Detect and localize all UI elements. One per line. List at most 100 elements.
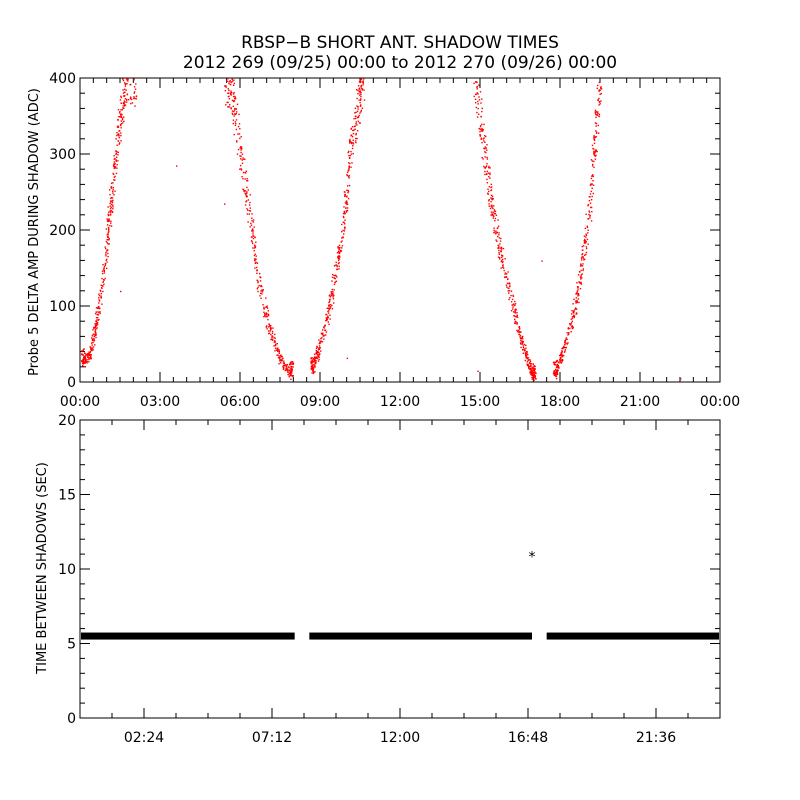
data-point — [348, 154, 350, 157]
data-point — [250, 222, 252, 225]
data-point — [589, 202, 592, 204]
outlier-point — [680, 378, 682, 380]
data-point — [348, 166, 350, 169]
data-point — [534, 375, 536, 377]
data-point — [502, 266, 504, 268]
data-point — [260, 285, 262, 287]
data-point — [356, 130, 359, 132]
data-point — [290, 365, 292, 368]
data-point — [112, 182, 114, 184]
data-point — [120, 102, 122, 104]
data-point — [260, 284, 262, 287]
plot-frame — [79, 77, 721, 383]
data-point — [282, 368, 285, 370]
data-point — [591, 165, 594, 167]
data-point — [326, 307, 328, 309]
data-point — [118, 112, 121, 114]
data-point — [317, 351, 319, 353]
data-point — [252, 247, 254, 249]
data-point — [103, 265, 106, 268]
data-point — [561, 353, 563, 355]
data-point — [333, 274, 335, 277]
data-point — [264, 312, 266, 315]
data-point — [107, 252, 109, 255]
data-point — [346, 174, 349, 177]
data-point — [493, 212, 495, 215]
data-point — [509, 283, 511, 285]
data-point — [107, 224, 109, 226]
data-point — [479, 125, 482, 128]
data-point — [531, 371, 533, 373]
data-point — [91, 337, 93, 339]
data-point — [348, 174, 350, 177]
data-point — [478, 84, 480, 86]
data-point — [100, 286, 103, 289]
data-point — [559, 360, 561, 362]
data-point — [484, 141, 486, 143]
data-point — [567, 327, 570, 329]
data-point — [476, 81, 478, 83]
data-point — [247, 209, 249, 211]
data-point — [361, 81, 363, 83]
data-point — [347, 185, 349, 187]
data-point — [585, 236, 587, 238]
data-point — [331, 288, 333, 291]
data-point — [112, 186, 114, 189]
data-point — [250, 224, 253, 226]
data-point — [493, 227, 495, 229]
data-point — [578, 271, 581, 273]
data-point — [262, 304, 264, 306]
data-point — [484, 170, 486, 173]
data-point — [329, 307, 331, 309]
data-point — [329, 318, 331, 320]
data-point — [497, 247, 499, 249]
data-point — [124, 101, 126, 103]
data-point — [343, 216, 345, 219]
data-point — [482, 158, 484, 160]
data-point — [580, 278, 582, 280]
data-point — [571, 313, 573, 315]
data-point — [112, 192, 114, 194]
data-point — [497, 225, 500, 227]
data-point — [122, 107, 124, 109]
data-point — [358, 88, 360, 90]
data-point — [356, 124, 358, 126]
plot-frame — [79, 419, 721, 719]
chart-title-line2: 2012 269 (09/25) 00:00 to 2012 270 (09/2… — [183, 53, 617, 73]
data-point — [257, 290, 259, 293]
data-point — [325, 317, 327, 319]
data-point — [330, 291, 332, 293]
data-point — [521, 340, 524, 342]
data-point — [130, 102, 132, 105]
data-point — [530, 368, 533, 370]
data-point — [580, 275, 582, 278]
data-point — [498, 232, 500, 234]
data-point — [533, 365, 536, 368]
data-point — [495, 230, 497, 232]
data-point — [348, 139, 351, 142]
data-point — [586, 225, 588, 227]
data-point — [119, 130, 121, 132]
data-point — [497, 219, 499, 221]
data-point — [134, 97, 136, 100]
data-point — [341, 231, 343, 233]
data-point — [318, 354, 321, 356]
data-point — [331, 276, 334, 279]
data-point — [133, 79, 135, 81]
data-point — [118, 116, 120, 118]
data-point — [279, 358, 281, 360]
data-point — [480, 116, 482, 118]
data-point — [135, 95, 138, 97]
data-point — [124, 91, 126, 93]
data-point — [266, 313, 268, 316]
data-point — [594, 112, 597, 114]
data-point — [311, 368, 313, 371]
data-point — [492, 198, 494, 200]
data-point — [334, 281, 336, 284]
data-point — [335, 280, 338, 282]
data-point — [123, 116, 125, 118]
data-point — [239, 147, 241, 149]
data-point — [346, 171, 349, 174]
data-point — [476, 111, 478, 114]
data-point — [329, 296, 332, 298]
